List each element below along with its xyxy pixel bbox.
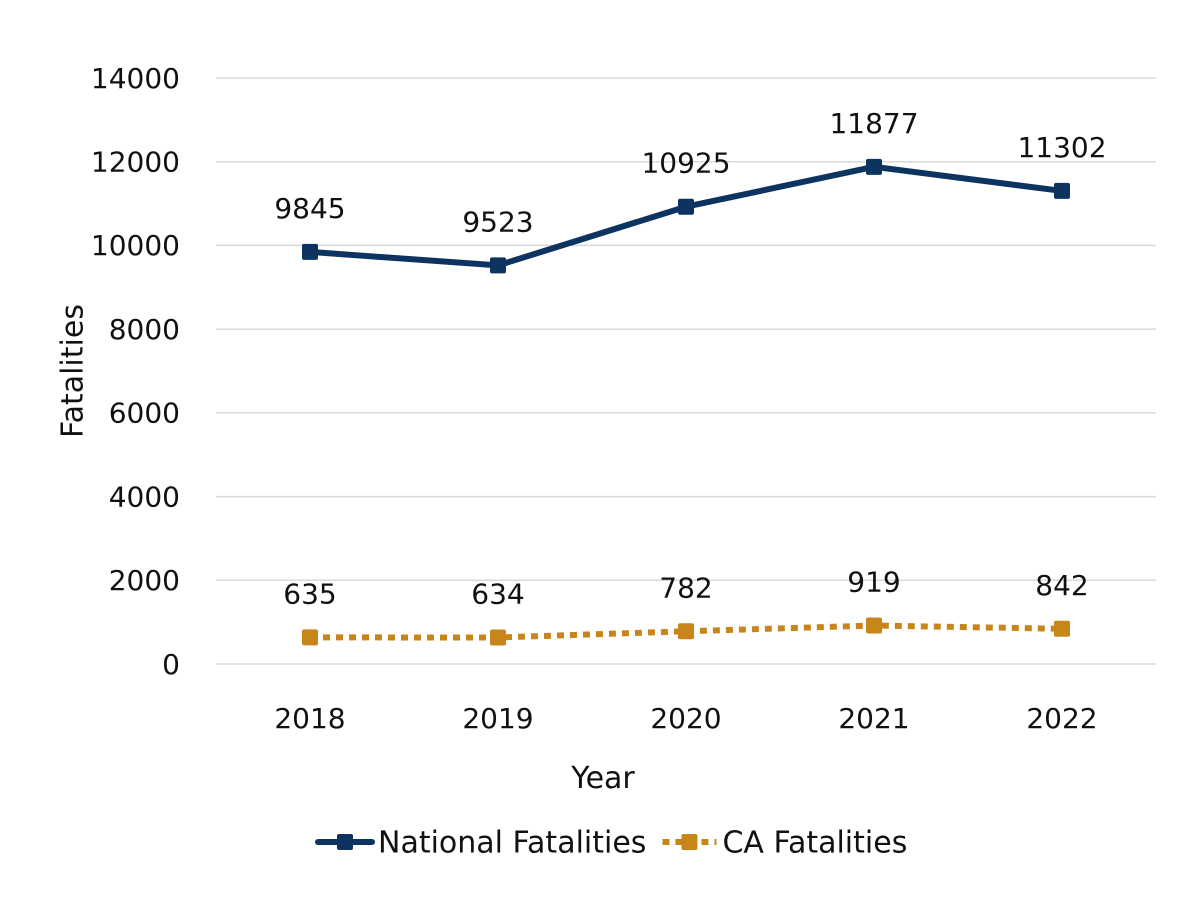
legend-label: CA Fatalities: [722, 826, 907, 861]
legend-swatch-marker: [337, 834, 353, 850]
series-ca: 635 634 782 919 842: [283, 566, 1089, 646]
data-label: 634: [471, 577, 524, 610]
data-point: [678, 198, 694, 215]
y-tick-label: 4000: [109, 480, 180, 513]
y-tick-label: 0: [162, 648, 180, 681]
series-national: 9845 9523 10925 11877 11302: [274, 107, 1107, 274]
y-axis-title: Fatalities: [56, 304, 91, 438]
data-point: [1054, 620, 1070, 637]
data-point: [302, 629, 318, 646]
x-axis-ticks: 2018 2019 2020 2021 2022: [274, 702, 1097, 735]
series-line: [309, 622, 1063, 641]
data-label: 9523: [462, 205, 533, 238]
data-point: [678, 623, 694, 640]
y-tick-label: 2000: [109, 564, 180, 597]
data-label: 635: [283, 577, 336, 610]
data-point: [490, 629, 506, 646]
grid-lines: [216, 77, 1156, 665]
y-tick-label: 10000: [91, 229, 180, 262]
x-tick-label: 2022: [1026, 702, 1097, 735]
y-axis-ticks: 0 2000 4000 6000 8000 10000 12000 14000: [91, 62, 180, 681]
y-tick-label: 6000: [109, 397, 180, 430]
x-tick-label: 2021: [838, 702, 909, 735]
legend-label: National Fatalities: [378, 826, 646, 861]
x-axis-title: Year: [570, 761, 635, 796]
y-tick-label: 14000: [91, 62, 180, 95]
data-point: [1054, 182, 1070, 199]
data-point: [490, 257, 506, 274]
data-point: [866, 158, 882, 175]
y-tick-label: 8000: [109, 313, 180, 346]
data-label: 11302: [1017, 131, 1106, 164]
x-tick-label: 2018: [274, 702, 345, 735]
x-tick-label: 2019: [462, 702, 533, 735]
data-label: 842: [1035, 569, 1088, 602]
data-label: 10925: [641, 147, 730, 180]
data-point: [866, 617, 882, 634]
y-tick-label: 12000: [91, 146, 180, 179]
series-group: 9845 9523 10925 11877 11302 635 634 782 919 842: [274, 107, 1107, 646]
data-label: 782: [659, 571, 712, 604]
legend-item: CA Fatalities: [662, 826, 907, 861]
data-point: [302, 243, 318, 260]
legend: National Fatalities CA Fatalities: [315, 826, 907, 861]
data-label: 919: [847, 566, 900, 599]
legend-item: National Fatalities: [315, 826, 646, 861]
data-label: 9845: [274, 192, 345, 225]
legend-swatch-marker: [681, 834, 698, 850]
series-line: [307, 163, 1065, 269]
data-label: 11877: [829, 107, 918, 140]
x-tick-label: 2020: [650, 702, 721, 735]
